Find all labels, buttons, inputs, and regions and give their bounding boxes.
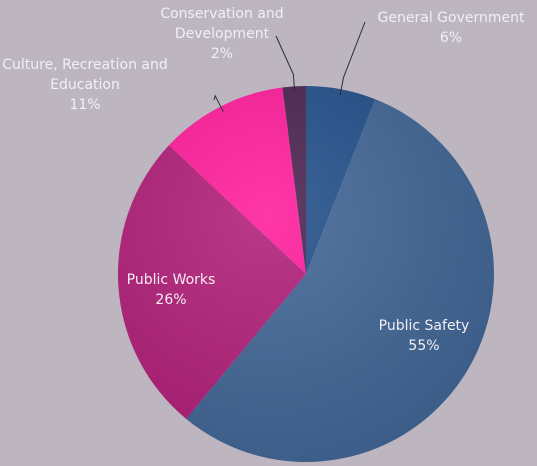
slice-name-culture-recreation-education: Culture, Recreation and Education	[2, 57, 168, 93]
slice-name-general-government: General Government	[377, 10, 525, 26]
slice-label-public-works: Public Works 26%	[127, 270, 216, 310]
slice-percent-conservation-development: 2%	[210, 46, 234, 62]
slice-label-general-government: General Government 6%	[378, 8, 525, 48]
leader-line-culture-recreation-and-education	[213, 94, 224, 113]
slice-name-public-safety: Public Safety	[378, 318, 470, 334]
leader-line-general-government	[339, 21, 366, 96]
slice-name-conservation-development: Conservation and Development	[160, 6, 284, 42]
slice-percent-culture-recreation-education: 11%	[69, 97, 101, 113]
slice-label-culture-recreation-education: Culture, Recreation and Education 11%	[0, 55, 170, 115]
slice-percent-public-safety: 55%	[408, 338, 440, 354]
slice-label-public-safety: Public Safety 55%	[379, 316, 470, 356]
slice-percent-general-government: 6%	[439, 30, 463, 46]
slice-label-conservation-development: Conservation and Development 2%	[147, 4, 297, 64]
slice-percent-public-works: 26%	[155, 292, 187, 308]
slice-name-public-works: Public Works	[126, 272, 216, 288]
leader-line-conservation-and-development	[275, 35, 296, 93]
